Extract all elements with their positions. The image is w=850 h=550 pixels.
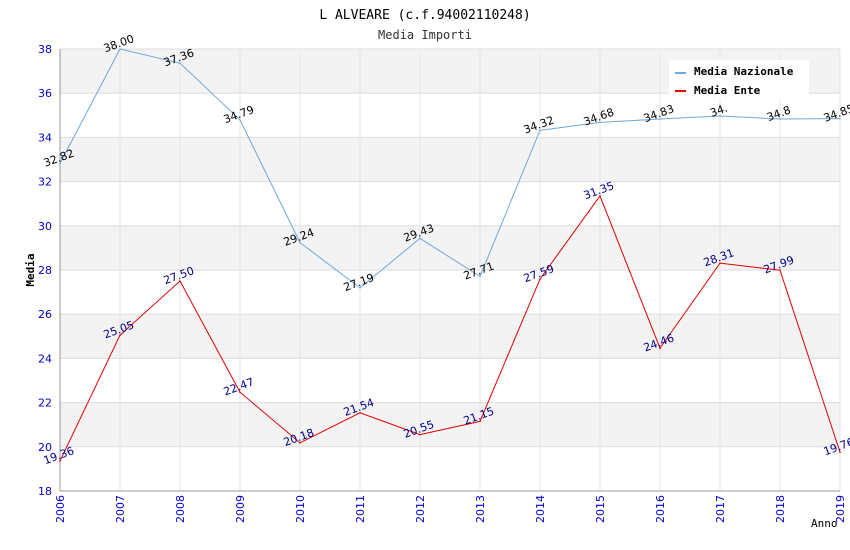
background-bands: [60, 49, 840, 491]
x-tick-2010: 2010: [294, 495, 307, 523]
legend: Media Nazionale Media Ente: [669, 60, 809, 100]
series-line-media-ente: [59, 194, 841, 462]
chart-title: L ALVEARE (c.f.94002110248): [319, 8, 530, 23]
x-tick-2009: 2009: [234, 495, 247, 523]
point-media-ente-2007: [119, 334, 121, 336]
x-tick-2006: 2006: [54, 495, 67, 523]
point-media-nazionale-2011: [359, 287, 361, 289]
point-media-nazionale-2007: [119, 48, 121, 50]
point-media-ente-2014: [539, 278, 541, 280]
point-media-nazionale-2019: [839, 117, 841, 120]
x-tick-labels: 2006 2007 2008 2009 2010 2011 2012 2013 2014 2015…: [54, 495, 847, 523]
chart-subtitle: Media Importi: [378, 28, 472, 42]
point-media-ente-2017: [719, 262, 721, 264]
point-media-ente-2018: [779, 269, 781, 272]
series-lines: [59, 48, 841, 462]
point-media-ente-2015: [599, 195, 601, 197]
point-media-ente-2019: [839, 451, 841, 453]
y-tick-30: 30: [38, 220, 52, 233]
point-media-nazionale-2017: [719, 115, 721, 117]
band-28-30: [60, 225, 840, 270]
point-media-ente-2009: [239, 391, 241, 394]
x-tick-2012: 2012: [414, 495, 427, 523]
point-media-nazionale-2008: [179, 62, 181, 64]
x-tick-2013: 2013: [474, 495, 487, 523]
data-label-media-nazionale-2017: 34.: [708, 102, 729, 120]
point-media-nazionale-2006: [59, 162, 61, 165]
y-tick-36: 36: [38, 87, 52, 100]
band-22-24: [60, 358, 840, 403]
y-tick-18: 18: [38, 485, 52, 498]
x-axis-label: Anno: [811, 517, 838, 530]
band-18-20: [60, 446, 840, 491]
point-media-ente-2012: [419, 433, 421, 436]
point-media-nazionale-2015: [599, 121, 601, 124]
axes: [59, 49, 840, 492]
y-tick-26: 26: [38, 308, 52, 321]
point-media-ente-2011: [359, 411, 361, 414]
y-tick-32: 32: [38, 176, 52, 189]
x-tick-2007: 2007: [114, 495, 127, 523]
x-tick-2008: 2008: [174, 495, 187, 523]
point-media-nazionale-2016: [659, 118, 661, 120]
legend-box: [669, 60, 809, 100]
point-media-ente-2010: [299, 442, 301, 444]
x-tick-2019: 2019: [834, 495, 847, 523]
band-34-36: [60, 93, 840, 138]
band-30-32: [60, 181, 840, 226]
point-media-nazionale-2010: [299, 241, 301, 244]
point-media-nazionale-2012: [419, 237, 421, 240]
point-media-nazionale-2018: [779, 118, 781, 120]
y-tick-labels: 18 20 22 24 26 28 30 32 34 36 38: [38, 43, 52, 498]
y-tick-20: 20: [38, 441, 52, 454]
x-tick-2015: 2015: [594, 495, 607, 523]
y-tick-22: 22: [38, 397, 52, 410]
point-media-nazionale-2014: [539, 129, 541, 132]
point-media-ente-2006: [59, 460, 61, 462]
x-tick-2011: 2011: [354, 495, 367, 523]
y-tick-24: 24: [38, 352, 52, 365]
x-tick-2017: 2017: [714, 495, 727, 523]
point-media-ente-2008: [179, 280, 181, 282]
point-media-nazionale-2009: [239, 119, 241, 121]
y-axis-label: Media: [24, 253, 37, 286]
band-24-26: [60, 314, 840, 359]
legend-label-media-ente: Media Ente: [694, 84, 761, 97]
point-media-nazionale-2013: [479, 275, 481, 278]
x-tick-2018: 2018: [774, 495, 787, 523]
legend-label-media-nazionale: Media Nazionale: [694, 65, 794, 78]
x-tick-2016: 2016: [654, 495, 667, 523]
band-32-34: [60, 137, 840, 182]
y-tick-28: 28: [38, 264, 52, 277]
y-tick-38: 38: [38, 43, 52, 56]
y-tick-34: 34: [38, 131, 52, 144]
series-line-media-nazionale: [59, 48, 841, 289]
point-media-ente-2016: [659, 347, 661, 350]
band-20-22: [60, 402, 840, 447]
point-media-ente-2013: [479, 420, 481, 423]
x-tick-2014: 2014: [534, 495, 547, 523]
